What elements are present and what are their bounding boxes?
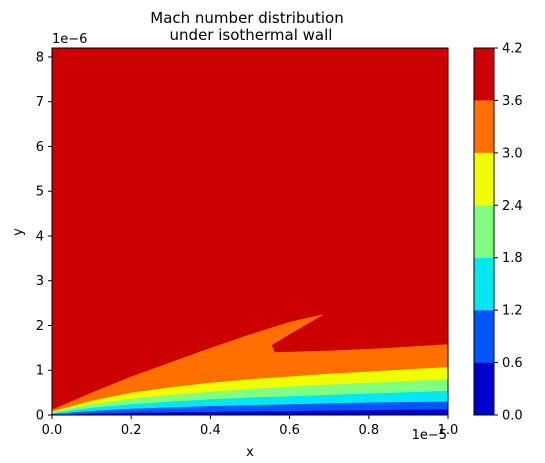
x-tick-label: 0.8 — [358, 423, 379, 438]
colorbar-segment — [474, 310, 494, 363]
chart-title-line-2: under isothermal wall — [170, 26, 333, 44]
x-tick-label: 0.6 — [279, 423, 300, 438]
y-tick-label: 4 — [36, 229, 44, 244]
colorbar-segment — [474, 152, 494, 206]
y-tick-label: 5 — [36, 185, 44, 200]
colorbar-tick-label: 0.0 — [502, 409, 523, 424]
colorbar-segment — [474, 362, 494, 415]
colorbar-segment — [474, 257, 494, 311]
x-axis: 0.0 0.2 0.4 0.6 0.8 1.0 — [42, 415, 459, 438]
x-axis-offset-text: 1e−5 — [412, 428, 447, 443]
y-tick-label: 8 — [36, 50, 44, 65]
contour-band-0 — [52, 409, 448, 415]
colorbar-segment — [474, 100, 494, 153]
colorbar-tick-label: 4.2 — [502, 42, 523, 57]
colorbar-tick-label: 1.2 — [502, 304, 523, 319]
y-tick-label: 1 — [36, 364, 44, 379]
x-tick-label: 0.4 — [200, 423, 221, 438]
colorbar-segment — [474, 205, 494, 258]
colorbar-tick-label: 1.8 — [502, 251, 523, 266]
x-tick-label: 0.0 — [42, 423, 63, 438]
x-tick-label: 1.0 — [438, 423, 459, 438]
colorbar-tick-label: 2.4 — [502, 199, 523, 214]
colorbar-tick-label: 3.0 — [502, 146, 523, 161]
y-tick-label: 6 — [36, 140, 44, 155]
y-axis-label: y — [11, 228, 26, 236]
colorbar-tick-label: 3.6 — [502, 94, 523, 109]
colorbar-frame — [473, 47, 495, 416]
x-tick-label: 0.2 — [121, 423, 142, 438]
chart-title-line-1: Mach number distribution — [150, 9, 343, 27]
y-tick-label: 2 — [36, 319, 44, 334]
y-axis-offset-text: 1e−6 — [52, 32, 87, 47]
plot-frame — [51, 47, 449, 416]
colorbar-segment — [474, 48, 494, 101]
y-tick-label: 7 — [36, 95, 44, 110]
x-axis-label: x — [246, 445, 254, 460]
plot-area — [51, 47, 449, 416]
y-tick-label: 0 — [36, 409, 44, 424]
colorbar: 0.0 0.6 1.2 1.8 2.4 3.0 3.6 4.2 — [473, 42, 523, 424]
colorbar-tick-label: 0.6 — [502, 356, 523, 371]
y-axis: 0 1 2 3 4 5 6 7 8 — [36, 50, 52, 424]
y-tick-label: 3 — [36, 274, 44, 289]
